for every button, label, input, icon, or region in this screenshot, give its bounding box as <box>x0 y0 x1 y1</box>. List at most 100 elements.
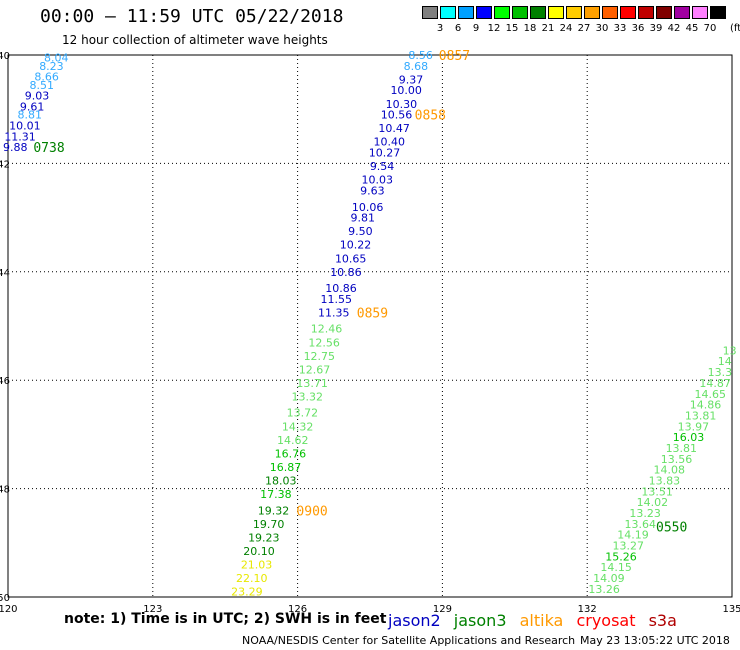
lat-tick-label: -44 <box>0 268 10 279</box>
timestamp-text: May 23 13:05:22 UTC 2018 <box>580 634 730 647</box>
scale-swatch <box>512 6 528 19</box>
swh-value: 8.68 <box>404 60 429 73</box>
pass-time-label: 0550 <box>656 521 687 536</box>
swh-value: 14.32 <box>282 420 314 433</box>
swh-value: 10.86 <box>325 282 357 295</box>
swh-value: 10.22 <box>340 239 372 252</box>
scale-swatch <box>494 6 510 19</box>
swh-value: 10.06 <box>352 201 384 214</box>
swh-value: 21.03 <box>241 558 273 571</box>
scale-label: 45 <box>685 23 699 34</box>
swh-value: 20.10 <box>243 545 275 558</box>
swh-value: 14.87 <box>699 377 731 390</box>
map-frame <box>7 54 733 598</box>
swh-value: 13.23 <box>629 507 661 520</box>
swh-value: 13.3 <box>708 366 733 379</box>
scale-swatch <box>620 6 636 19</box>
swh-value: 13 <box>723 344 737 357</box>
swh-value: 9.61 <box>20 100 45 113</box>
lat-tick-label: -42 <box>0 159 10 170</box>
scale-label: 36 <box>631 23 645 34</box>
scale-swatch <box>674 6 690 19</box>
legend-altika: altika <box>519 611 564 630</box>
swh-value: 23.29 <box>231 586 263 599</box>
scale-swatch <box>440 6 456 19</box>
page-title: 00:00 – 11:59 UTC 05/22/2018 <box>40 6 344 27</box>
swh-value: 9.81 <box>351 212 376 225</box>
swh-value: 16.76 <box>275 447 307 460</box>
scale-label: 27 <box>577 23 591 34</box>
swh-value: 13.56 <box>661 453 693 466</box>
swh-value: 13.51 <box>641 485 673 498</box>
footer-note: note: 1) Time is in UTC; 2) SWH is in fe… <box>64 611 387 627</box>
scale-label: 70 <box>703 23 717 34</box>
lat-tick-label: -46 <box>0 376 10 387</box>
scale-swatch <box>710 6 726 19</box>
scale-label: 33 <box>613 23 627 34</box>
swh-value: 14.15 <box>600 561 632 574</box>
swh-value: 11.55 <box>320 293 352 306</box>
swh-value: 10.30 <box>386 98 418 111</box>
swh-value: 13.72 <box>287 407 319 420</box>
lon-tick-label: 126 <box>288 604 307 615</box>
swh-value: 14.08 <box>654 464 686 477</box>
scale-label: 9 <box>472 23 480 34</box>
scale-swatch <box>602 6 618 19</box>
scale-label: 12 <box>487 23 501 34</box>
swh-value: 13.32 <box>292 390 324 403</box>
lon-tick-label: 132 <box>578 604 597 615</box>
lat-tick-label: -48 <box>0 485 10 496</box>
lat-tick-label: -50 <box>0 593 10 604</box>
swh-value: 12.46 <box>311 323 343 336</box>
scale-label: 15 <box>505 23 519 34</box>
lon-tick-label: 129 <box>433 604 452 615</box>
swh-value: 10.27 <box>369 147 401 160</box>
swh-value: 10.40 <box>374 136 406 149</box>
swh-value: 9.54 <box>370 160 395 173</box>
scale-label: 42 <box>667 23 681 34</box>
page-subtitle: 12 hour collection of altimeter wave hei… <box>62 33 328 47</box>
scale-label: 24 <box>559 23 573 34</box>
scale-label: 6 <box>454 23 462 34</box>
legend-s3a: s3a <box>648 611 677 630</box>
lon-tick-label: 123 <box>143 604 162 615</box>
swh-value: 9.37 <box>399 73 424 86</box>
scale-swatch <box>656 6 672 19</box>
satellite-legend: jason2 jason3 altika cryosat s3a <box>388 611 685 630</box>
swh-value: 13.71 <box>296 377 328 390</box>
scale-label: 21 <box>541 23 555 34</box>
swh-value: 13.64 <box>625 518 657 531</box>
pass-time-label: 0738 <box>33 141 64 156</box>
swh-value: 8.56 <box>408 49 433 62</box>
swh-value: 15.26 <box>605 550 637 563</box>
scale-label: 30 <box>595 23 609 34</box>
swh-value: 9.03 <box>25 90 50 103</box>
swh-value: 16.03 <box>673 431 705 444</box>
swh-value: 9.50 <box>348 225 373 238</box>
swh-value: 11.35 <box>318 306 350 319</box>
swh-value: 19.23 <box>248 531 280 544</box>
swh-value: 8.51 <box>30 79 55 92</box>
swh-value: 19.32 <box>258 504 290 517</box>
scale-swatch <box>584 6 600 19</box>
credit-text: NOAA/NESDIS Center for Satellite Applica… <box>242 634 576 647</box>
swh-value: 18.03 <box>265 474 297 487</box>
scale-label: 18 <box>523 23 537 34</box>
swh-value: 22.10 <box>236 572 268 585</box>
swh-value: 10.56 <box>381 109 413 122</box>
lon-tick-label: 120 <box>0 604 18 615</box>
swh-value: 10.86 <box>330 266 362 279</box>
swh-value: 14.86 <box>690 399 722 412</box>
scale-swatch <box>638 6 654 19</box>
swh-value: 8.04 <box>44 52 69 65</box>
swh-value: 14.19 <box>617 529 649 542</box>
swh-value: 19.70 <box>253 518 285 531</box>
pass-time-label: 0859 <box>357 306 388 321</box>
pass-time-label: 0900 <box>296 504 327 519</box>
scale-swatch <box>530 6 546 19</box>
swh-value: 12.56 <box>308 336 340 349</box>
scale-label: 3 <box>436 23 444 34</box>
swh-value: 8.81 <box>17 109 42 122</box>
